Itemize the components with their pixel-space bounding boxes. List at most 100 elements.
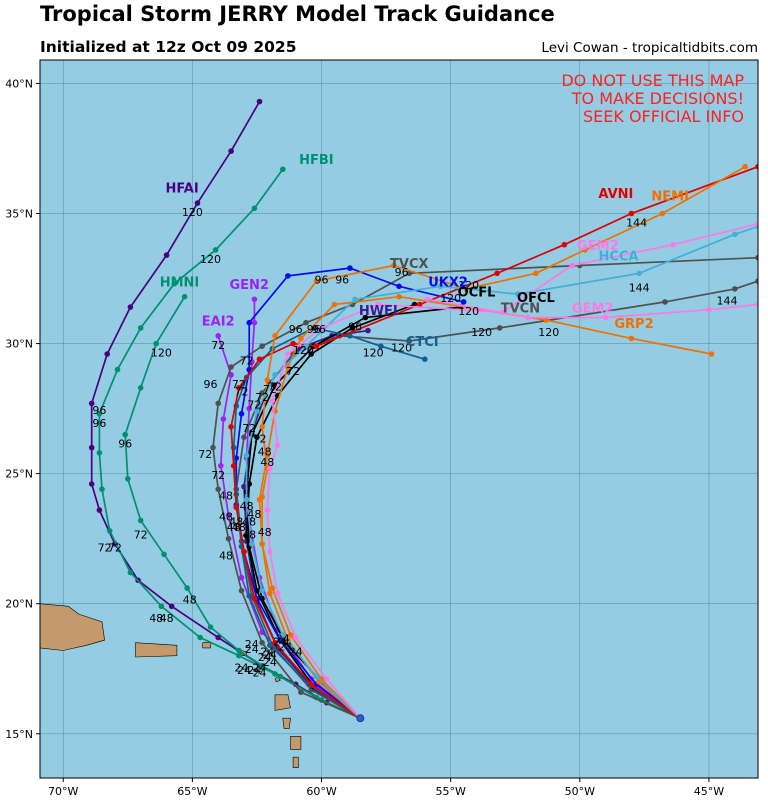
forecast-hour-label: 96	[289, 323, 303, 336]
track-point	[375, 301, 382, 308]
track-point	[158, 603, 165, 610]
forecast-hour-label: 48	[219, 511, 233, 524]
track-point	[228, 364, 234, 370]
track-point	[272, 372, 278, 378]
ocean-background	[40, 60, 758, 778]
forecast-hour-label: 24	[258, 651, 272, 664]
track-point	[292, 634, 299, 641]
track-point	[708, 351, 715, 357]
forecast-hour-label: 120	[363, 347, 384, 360]
track-point	[251, 296, 258, 303]
track-point	[313, 673, 320, 680]
track-point	[246, 405, 252, 412]
forecast-hour-label: 96	[118, 438, 132, 451]
model-name-label: EAI2	[202, 314, 235, 329]
initial-position-marker	[356, 714, 365, 723]
forecast-hour-label: 120	[182, 206, 203, 219]
track-point	[543, 317, 549, 323]
track-point	[137, 517, 144, 524]
track-point	[285, 364, 291, 370]
track-point	[323, 676, 330, 682]
forecast-hour-label: 72	[268, 380, 282, 393]
lat-tick-label: 35°N	[5, 207, 33, 220]
forecast-hour-label: 120	[293, 344, 314, 357]
track-point	[184, 585, 190, 591]
land-polygon	[40, 603, 105, 651]
forecast-hour-label: 120	[440, 292, 461, 305]
model-name-label: GEM2	[577, 239, 619, 254]
forecast-hour-label: 72	[253, 432, 267, 445]
track-point	[274, 442, 281, 448]
track-point	[236, 647, 242, 654]
track-point	[96, 450, 103, 456]
forecast-hour-label: 72	[211, 469, 225, 482]
forecast-hour-label: 24	[278, 641, 292, 654]
forecast-hour-label: 120	[458, 305, 479, 318]
track-point	[254, 408, 260, 415]
track-point	[272, 639, 278, 646]
track-point	[396, 283, 402, 290]
forecast-hour-label: 120	[538, 326, 559, 339]
forecast-hour-label: 72	[263, 383, 277, 396]
track-point	[298, 689, 304, 695]
track-point	[254, 434, 260, 441]
forecast-hour-label: 24	[237, 664, 251, 677]
track-point	[269, 398, 276, 404]
track-point	[127, 569, 134, 576]
track-point	[241, 548, 247, 555]
forecast-hour-label: 72	[247, 399, 261, 412]
lon-tick-label: 45°W	[694, 785, 724, 798]
track-point	[238, 587, 245, 594]
track-point	[424, 296, 431, 303]
track-point	[259, 587, 265, 594]
forecast-hour-label: 48	[260, 456, 274, 469]
land-polygon	[282, 717, 291, 729]
model-name-label: HMNI	[160, 275, 200, 290]
track-point	[228, 424, 234, 430]
lat-tick-label: 15°N	[5, 728, 33, 741]
track-point	[274, 590, 281, 597]
track-point	[732, 286, 738, 292]
forecast-hour-label: 96	[335, 274, 349, 287]
track-point	[396, 293, 402, 300]
forecast-hour-label: 48	[242, 529, 256, 542]
lat-tick-label: 25°N	[5, 468, 33, 481]
track-point	[460, 299, 467, 305]
track-point	[256, 98, 263, 105]
forecast-hour-label: 24	[263, 656, 277, 669]
track-point	[365, 327, 371, 334]
forecast-hour-label: 96	[204, 378, 218, 391]
track-point	[246, 593, 252, 599]
forecast-hour-label: 120	[200, 253, 221, 266]
track-point	[210, 444, 216, 451]
lon-tick-label: 50°W	[565, 785, 595, 798]
track-point	[225, 535, 232, 542]
track-point	[313, 343, 320, 350]
track-point	[127, 304, 134, 310]
track-point	[137, 325, 144, 331]
forecast-hour-label: 48	[232, 521, 246, 534]
track-gem2	[424, 296, 758, 321]
track-point	[96, 507, 103, 513]
track-point	[285, 351, 291, 357]
model-name-label: HFBI	[299, 153, 334, 168]
land-polygon	[292, 756, 299, 768]
track-point	[755, 254, 758, 261]
lat-tick-label: 20°N	[5, 598, 33, 611]
track-point	[88, 400, 95, 407]
forecast-hour-label: 48	[219, 550, 233, 563]
forecast-hour-label: 96	[315, 274, 329, 287]
track-point	[755, 163, 758, 170]
track-point	[362, 314, 369, 321]
track-point	[494, 270, 500, 277]
forecast-hour-label: 144	[626, 217, 647, 230]
model-name-label: NEMI	[651, 190, 689, 205]
track-point	[406, 270, 413, 277]
track-point	[280, 632, 286, 638]
track-point	[259, 390, 265, 396]
forecast-hour-label: 48	[247, 508, 261, 521]
forecast-hour-label: 24	[253, 661, 267, 674]
land-polygon	[135, 642, 178, 658]
track-point	[569, 262, 575, 269]
track-point	[347, 333, 353, 339]
